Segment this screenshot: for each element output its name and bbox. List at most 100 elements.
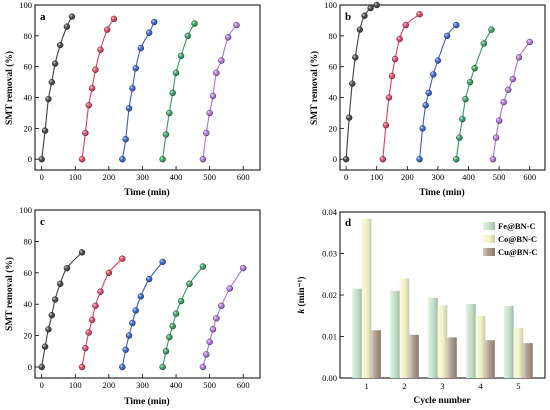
data-point (184, 32, 191, 40)
data-point (92, 302, 99, 309)
bar-Co@BN-C (399, 278, 410, 378)
data-point (177, 297, 185, 305)
data-point (51, 60, 59, 67)
data-point (56, 280, 64, 287)
data-point (186, 280, 193, 287)
y-tick-label: 0.01 (322, 332, 337, 342)
series-line (162, 23, 195, 160)
data-point (471, 65, 478, 72)
x-tick-label: 500 (203, 172, 216, 182)
data-point (382, 122, 390, 129)
panel-c-y-axis-label: SMT removal (%) (4, 257, 15, 331)
y-tick-label: 60 (24, 268, 33, 278)
data-point (233, 21, 240, 29)
series-2 (78, 255, 126, 371)
data-point (342, 156, 350, 163)
x-tick-label: 0 (344, 172, 348, 182)
data-point (459, 115, 466, 123)
panel-b: b Time (min) SMT removal (%) 0 100 200 300 4… (309, 0, 546, 198)
bar-Co@BN-C (361, 218, 372, 378)
y-tick-label: 0.00 (322, 373, 337, 383)
data-point (125, 332, 133, 339)
series-3 (416, 21, 460, 163)
x-tick-label: 600 (237, 172, 250, 182)
data-point (515, 54, 523, 61)
series-2 (379, 11, 423, 163)
data-point (352, 54, 359, 61)
data-point (199, 156, 207, 163)
y-tick-label: 100 (19, 0, 32, 10)
data-point (104, 26, 111, 33)
bar-Fe@BN-C (352, 288, 362, 378)
data-point (373, 1, 380, 9)
data-point (388, 72, 396, 80)
data-point (97, 46, 104, 53)
data-point (213, 69, 220, 77)
y-tick-label: 20 (24, 331, 33, 341)
panel-c-x-axis-label: Time (min) (124, 396, 169, 407)
panel-d-y-axis-label: k (min⁻¹) (296, 276, 307, 313)
data-point (379, 156, 387, 163)
panel-a: a Time (min) SMT removal (%) 0 100 200 300 4… (4, 0, 261, 198)
data-point (500, 98, 507, 106)
bar-Cu@BN-C (523, 343, 533, 378)
y-tick-label: 0.04 (322, 207, 338, 217)
data-point (82, 129, 89, 137)
data-point (488, 26, 495, 33)
panel-b-letter: b (345, 11, 351, 23)
data-point (169, 322, 176, 330)
data-point (206, 109, 213, 117)
data-point (162, 348, 170, 355)
series-3 (119, 18, 158, 163)
x-tick-label: 400 (170, 380, 183, 390)
data-point (48, 78, 55, 86)
data-point (88, 316, 96, 324)
data-point (456, 134, 463, 141)
data-point (132, 307, 139, 314)
data-point (162, 131, 170, 138)
data-point (402, 21, 409, 29)
data-point (85, 329, 92, 336)
data-point (119, 363, 126, 371)
data-point (385, 94, 393, 101)
legend-entry: Fe@BN-C (483, 221, 536, 231)
data-point (78, 363, 86, 371)
data-point (172, 310, 180, 317)
panel-c-plot-frame (34, 209, 261, 379)
y-tick-label: 80 (24, 31, 33, 41)
x-tick-label: 300 (432, 172, 445, 182)
series-line (41, 16, 73, 160)
data-point (526, 38, 533, 46)
data-point (443, 32, 451, 40)
data-point (129, 319, 136, 327)
data-point (137, 293, 144, 300)
series-line (81, 18, 115, 160)
bar-Cu@BN-C (371, 330, 381, 378)
data-point (419, 125, 426, 132)
panel-d-y-axis-unit: (min⁻¹) (296, 276, 307, 308)
data-point (172, 69, 180, 77)
data-point (122, 135, 129, 143)
panel-d-letter: d (345, 217, 351, 229)
data-point (434, 57, 442, 64)
data-point (159, 156, 166, 163)
series-3 (119, 258, 166, 371)
x-tick-label: 2 (402, 381, 406, 391)
panel-a-letter: a (40, 11, 46, 23)
panel-c: c Time (min) SMT removal (%) 0 100 200 300 4… (4, 205, 261, 407)
series-1 (342, 1, 380, 163)
panel-b-ticks: 0 100 200 300 400 500 600 0 20 40 60 80 100 (324, 0, 536, 182)
data-point (63, 23, 71, 30)
panel-d-bars (352, 218, 533, 378)
legend-entry: Co@BN-C (483, 234, 537, 244)
legend-label: Cu@BN-C (498, 247, 538, 257)
data-point (177, 52, 185, 60)
data-point (41, 343, 49, 350)
data-point (68, 13, 76, 20)
data-point (88, 85, 96, 92)
x-tick-label: 200 (103, 380, 116, 390)
series-1 (38, 13, 76, 163)
y-tick-label: 0 (28, 362, 32, 372)
data-point (38, 156, 45, 163)
panel-b-y-axis-label: SMT removal (%) (309, 51, 320, 125)
